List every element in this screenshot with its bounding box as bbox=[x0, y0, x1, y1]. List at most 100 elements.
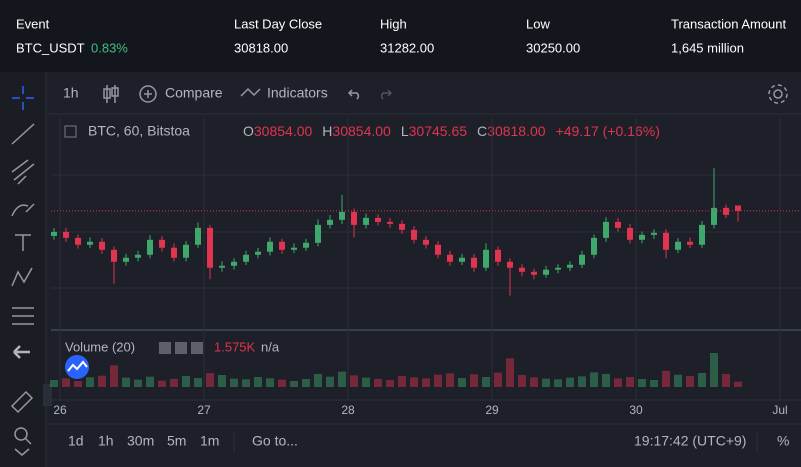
range-button[interactable]: 5m bbox=[167, 433, 186, 449]
volume-bar bbox=[542, 378, 550, 387]
trend-line-tool[interactable] bbox=[11, 123, 35, 145]
volume-bar bbox=[242, 379, 250, 387]
candle-body bbox=[387, 221, 393, 224]
candle-body bbox=[651, 232, 657, 235]
volume-bar bbox=[362, 377, 370, 387]
range-button[interactable]: 1m bbox=[200, 433, 219, 449]
volume-bar bbox=[62, 378, 70, 387]
candle-body bbox=[675, 241, 681, 250]
pattern-tool[interactable] bbox=[11, 267, 33, 287]
volume-extra: n/a bbox=[261, 339, 280, 354]
candle-body bbox=[243, 254, 249, 262]
candle-body bbox=[471, 257, 477, 268]
range-button[interactable]: 30m bbox=[127, 433, 154, 449]
candle-body bbox=[51, 231, 57, 236]
candle-body bbox=[135, 254, 141, 258]
candle-body bbox=[507, 261, 513, 268]
volume-bar bbox=[614, 378, 622, 387]
candle-body bbox=[303, 242, 309, 248]
candle-body bbox=[639, 234, 645, 240]
candle-body bbox=[663, 232, 669, 250]
candle-body bbox=[255, 251, 261, 255]
volume-bar bbox=[566, 377, 574, 387]
back-tool[interactable] bbox=[13, 345, 30, 359]
volume-bar bbox=[638, 379, 646, 387]
legend-toggle[interactable] bbox=[64, 125, 77, 138]
range-button[interactable]: 1d bbox=[68, 433, 84, 449]
volume-bar bbox=[314, 374, 322, 387]
candle-body bbox=[699, 224, 705, 245]
fib-tool[interactable] bbox=[11, 159, 35, 185]
volume-bar bbox=[98, 375, 106, 387]
candle-body bbox=[459, 257, 465, 262]
drawing-tools bbox=[10, 86, 35, 456]
logo bbox=[65, 355, 89, 379]
candle-body bbox=[579, 254, 585, 265]
candle-body bbox=[591, 237, 597, 255]
volume-bar bbox=[338, 371, 346, 387]
candle-body bbox=[711, 207, 717, 225]
volume-bar bbox=[686, 376, 694, 387]
x-tick-label: 30 bbox=[629, 403, 643, 417]
goto-button[interactable]: Go to... bbox=[252, 433, 298, 449]
volume-label[interactable]: Volume (20) bbox=[65, 339, 135, 354]
volume-controls[interactable] bbox=[159, 342, 203, 354]
label: L bbox=[401, 123, 409, 139]
collapse-handle[interactable] bbox=[43, 384, 52, 406]
value: 30854.00 bbox=[254, 123, 313, 139]
percent-button[interactable]: % bbox=[777, 433, 789, 449]
candle-body bbox=[327, 219, 333, 225]
volume-bar bbox=[434, 374, 442, 387]
volume-bar bbox=[650, 380, 658, 387]
compare-button[interactable]: Compare bbox=[165, 85, 223, 101]
volume-bar bbox=[50, 380, 58, 387]
indicators-button[interactable]: Indicators bbox=[267, 85, 328, 101]
volume-bar bbox=[74, 381, 82, 387]
volume-bar bbox=[386, 380, 394, 387]
collapse-tool[interactable] bbox=[14, 448, 30, 456]
candle-body bbox=[207, 227, 213, 268]
label: H bbox=[322, 123, 332, 139]
undo-button[interactable] bbox=[347, 89, 360, 100]
candle-body bbox=[87, 241, 93, 245]
header-value: 31282.00 bbox=[380, 40, 434, 55]
prediction-tool[interactable] bbox=[12, 307, 34, 325]
volume-bar bbox=[470, 374, 478, 387]
candle-body bbox=[183, 244, 189, 258]
volume-bar bbox=[530, 377, 538, 387]
volume-bar bbox=[662, 371, 670, 387]
candle-body bbox=[363, 217, 369, 225]
volume-bar bbox=[458, 378, 466, 387]
indicators-icon[interactable] bbox=[240, 87, 261, 97]
candle-body bbox=[627, 227, 633, 240]
chart-style-button[interactable] bbox=[103, 85, 119, 103]
candle-body bbox=[171, 247, 177, 258]
compare-icon[interactable] bbox=[139, 85, 157, 103]
volume-bar bbox=[146, 376, 154, 387]
candle-body bbox=[411, 229, 417, 240]
settings-button[interactable] bbox=[768, 84, 788, 104]
ruler-tool[interactable] bbox=[10, 390, 34, 414]
candle-body bbox=[339, 211, 345, 220]
brush-tool[interactable] bbox=[11, 203, 35, 217]
text-tool[interactable] bbox=[15, 234, 31, 251]
label: O bbox=[243, 123, 254, 139]
x-tick-label: 26 bbox=[53, 403, 67, 417]
interval-button[interactable]: 1h bbox=[63, 85, 79, 101]
crosshair-tool[interactable] bbox=[12, 86, 34, 110]
candle-body bbox=[519, 267, 525, 272]
zoom-tool[interactable] bbox=[14, 427, 32, 445]
left-toolbar bbox=[0, 72, 46, 467]
candle-body bbox=[75, 237, 81, 245]
header-label: High bbox=[380, 16, 407, 31]
value: 30745.65 bbox=[409, 123, 468, 139]
candle-body bbox=[399, 223, 405, 230]
volume-bar bbox=[410, 377, 418, 387]
candle-body bbox=[231, 261, 237, 266]
candle-body bbox=[375, 217, 381, 222]
range-button[interactable]: 1h bbox=[98, 433, 114, 449]
redo-button[interactable] bbox=[380, 89, 393, 100]
symbol-label[interactable]: BTC, 60, Bitstoa bbox=[88, 123, 190, 139]
x-tick-label: 27 bbox=[197, 403, 211, 417]
